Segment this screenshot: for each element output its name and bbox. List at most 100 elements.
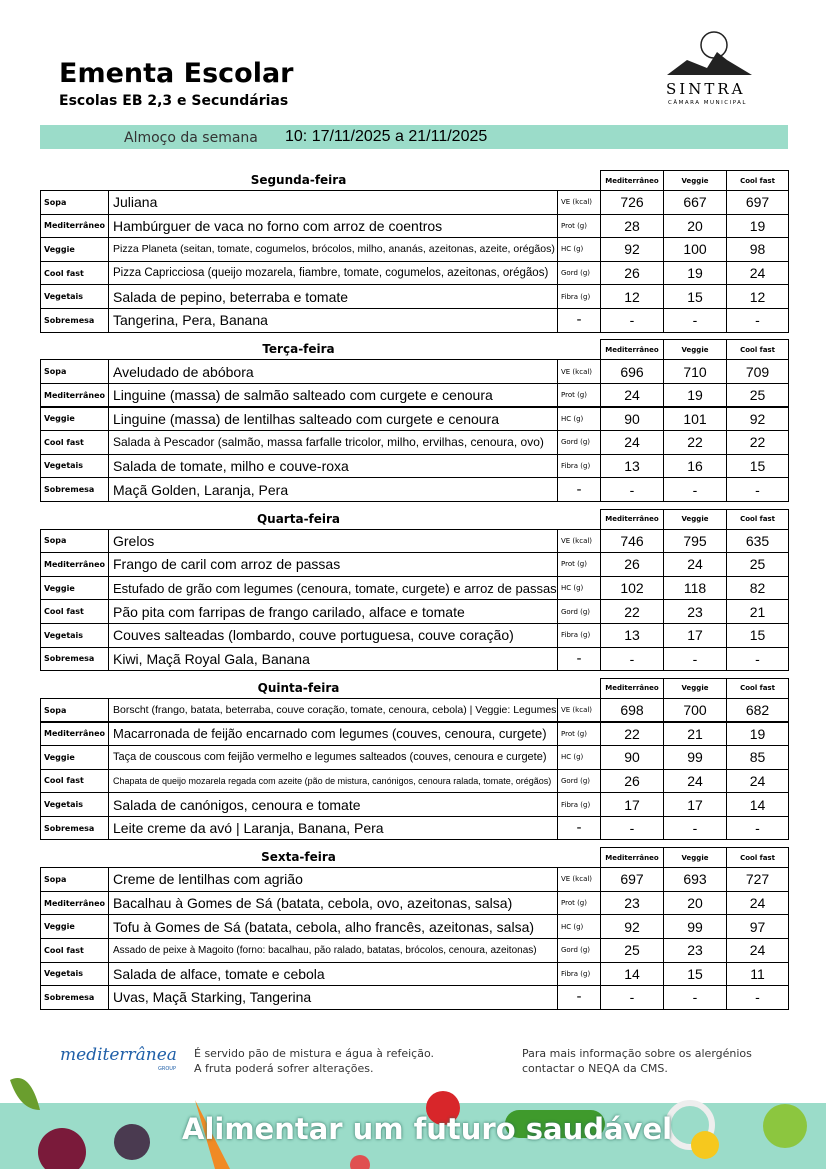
value: 698: [600, 697, 664, 723]
value: 22: [663, 430, 727, 455]
nutrient: Gord (g): [557, 599, 601, 624]
value: 693: [663, 867, 727, 892]
week: 10: 17/11/2025 a 21/11/2025: [285, 128, 488, 145]
column-header: Cool fast: [726, 677, 789, 699]
value: 667: [663, 190, 727, 215]
dish: Tangerina, Pera, Banana: [108, 308, 558, 333]
category: Veggie: [40, 575, 109, 601]
column-header: Mediterrâneo: [600, 339, 664, 361]
value: 24: [663, 768, 727, 794]
nutrient: Prot (g): [557, 890, 601, 916]
value: -: [726, 646, 789, 672]
value: 23: [663, 599, 727, 624]
brand-sub: GROUP: [158, 1066, 176, 1072]
note: É servido pão de mistura e água à refeiç…: [194, 1047, 434, 1060]
value: 795: [663, 528, 727, 554]
category: Mediterrâneo: [40, 890, 109, 916]
category: Sopa: [40, 528, 109, 554]
value: 17: [663, 623, 727, 648]
value: 101: [663, 406, 727, 432]
nutrient: Fibra (g): [557, 961, 601, 987]
dish: Pizza Capricciosa (queijo mozarela, fiam…: [108, 260, 558, 286]
nutrient: VE (kcal): [557, 867, 601, 892]
week-bar: [40, 125, 788, 149]
note: A fruta poderá sofrer alterações.: [194, 1062, 374, 1075]
value: 19: [663, 260, 727, 286]
nutrient: HC (g): [557, 575, 601, 601]
value: 24: [726, 890, 789, 916]
category: Vegetais: [40, 623, 109, 648]
category: Cool fast: [40, 768, 109, 794]
value: 24: [726, 938, 789, 963]
notes: É servido pão de mistura e água à refeiç…: [194, 1046, 434, 1076]
value: 100: [663, 237, 727, 262]
category: Sopa: [40, 190, 109, 215]
value: 14: [600, 961, 664, 987]
category: Sobremesa: [40, 815, 109, 841]
dish: Bacalhau à Gomes de Sá (batata, cebola, …: [108, 890, 558, 916]
value: 696: [600, 359, 664, 384]
nutrient: HC (g): [557, 237, 601, 262]
value: 17: [663, 792, 727, 817]
value: -: [600, 646, 664, 672]
category: Cool fast: [40, 430, 109, 455]
dish: Salada de alface, tomate e cebola: [108, 961, 558, 987]
value: 90: [600, 745, 664, 770]
category: Mediterrâneo: [40, 552, 109, 577]
title: Ementa Escolar: [59, 58, 294, 89]
dish: Pizza Planeta (seitan, tomate, cogumelos…: [108, 237, 558, 262]
value: 19: [726, 213, 789, 239]
dish: Taça de couscous com feijão vermelho e l…: [108, 745, 558, 770]
value: 118: [663, 575, 727, 601]
value: -: [663, 646, 727, 672]
category: Vegetais: [40, 961, 109, 987]
column-header: Cool fast: [726, 339, 789, 361]
dish: Frango de caril com arroz de passas: [108, 552, 558, 577]
dish: Salada de canónigos, cenoura e tomate: [108, 792, 558, 817]
value: 697: [600, 867, 664, 892]
nutrient: VE (kcal): [557, 697, 601, 723]
value: 92: [600, 914, 664, 939]
dish: Leite creme da avó | Laranja, Banana, Pe…: [108, 815, 558, 841]
slogan: Alimentar um futuro saudável: [182, 1112, 673, 1146]
nutrient: Gord (g): [557, 430, 601, 455]
value: 25: [726, 382, 789, 408]
nutrient: -: [557, 985, 601, 1010]
value: 92: [726, 406, 789, 432]
value: 24: [726, 768, 789, 794]
nutrient: Prot (g): [557, 721, 601, 747]
value: 17: [600, 792, 664, 817]
value: 24: [663, 552, 727, 577]
logo-icon: [667, 31, 752, 75]
category: Veggie: [40, 914, 109, 939]
value: 15: [663, 284, 727, 309]
value: 14: [726, 792, 789, 817]
category: Vegetais: [40, 792, 109, 817]
week-label: Almoço da semana: [124, 130, 258, 146]
category: Sopa: [40, 697, 109, 723]
value: 90: [600, 406, 664, 432]
category: Sopa: [40, 867, 109, 892]
column-header: Mediterrâneo: [600, 677, 664, 699]
value: 24: [600, 430, 664, 455]
category: Mediterrâneo: [40, 382, 109, 408]
value: 26: [600, 260, 664, 286]
value: 727: [726, 867, 789, 892]
value: 25: [600, 938, 664, 963]
value: -: [663, 308, 727, 333]
value: -: [663, 815, 727, 841]
nutrient: Gord (g): [557, 260, 601, 286]
day-name: Sexta-feira: [261, 850, 336, 865]
value: 99: [663, 745, 727, 770]
value: 23: [663, 938, 727, 963]
category: Sobremesa: [40, 308, 109, 333]
value: 635: [726, 528, 789, 554]
value: 726: [600, 190, 664, 215]
dish: Borscht (frango, batata, beterraba, couv…: [108, 697, 558, 723]
value: 22: [600, 599, 664, 624]
nutrient: Fibra (g): [557, 792, 601, 817]
dish: Couves salteadas (lombardo, couve portug…: [108, 623, 558, 648]
dish: Linguine (massa) de salmão salteado com …: [108, 382, 558, 408]
dish: Maçã Golden, Laranja, Pera: [108, 477, 558, 502]
dish: Hambúrguer de vaca no forno com arroz de…: [108, 213, 558, 239]
